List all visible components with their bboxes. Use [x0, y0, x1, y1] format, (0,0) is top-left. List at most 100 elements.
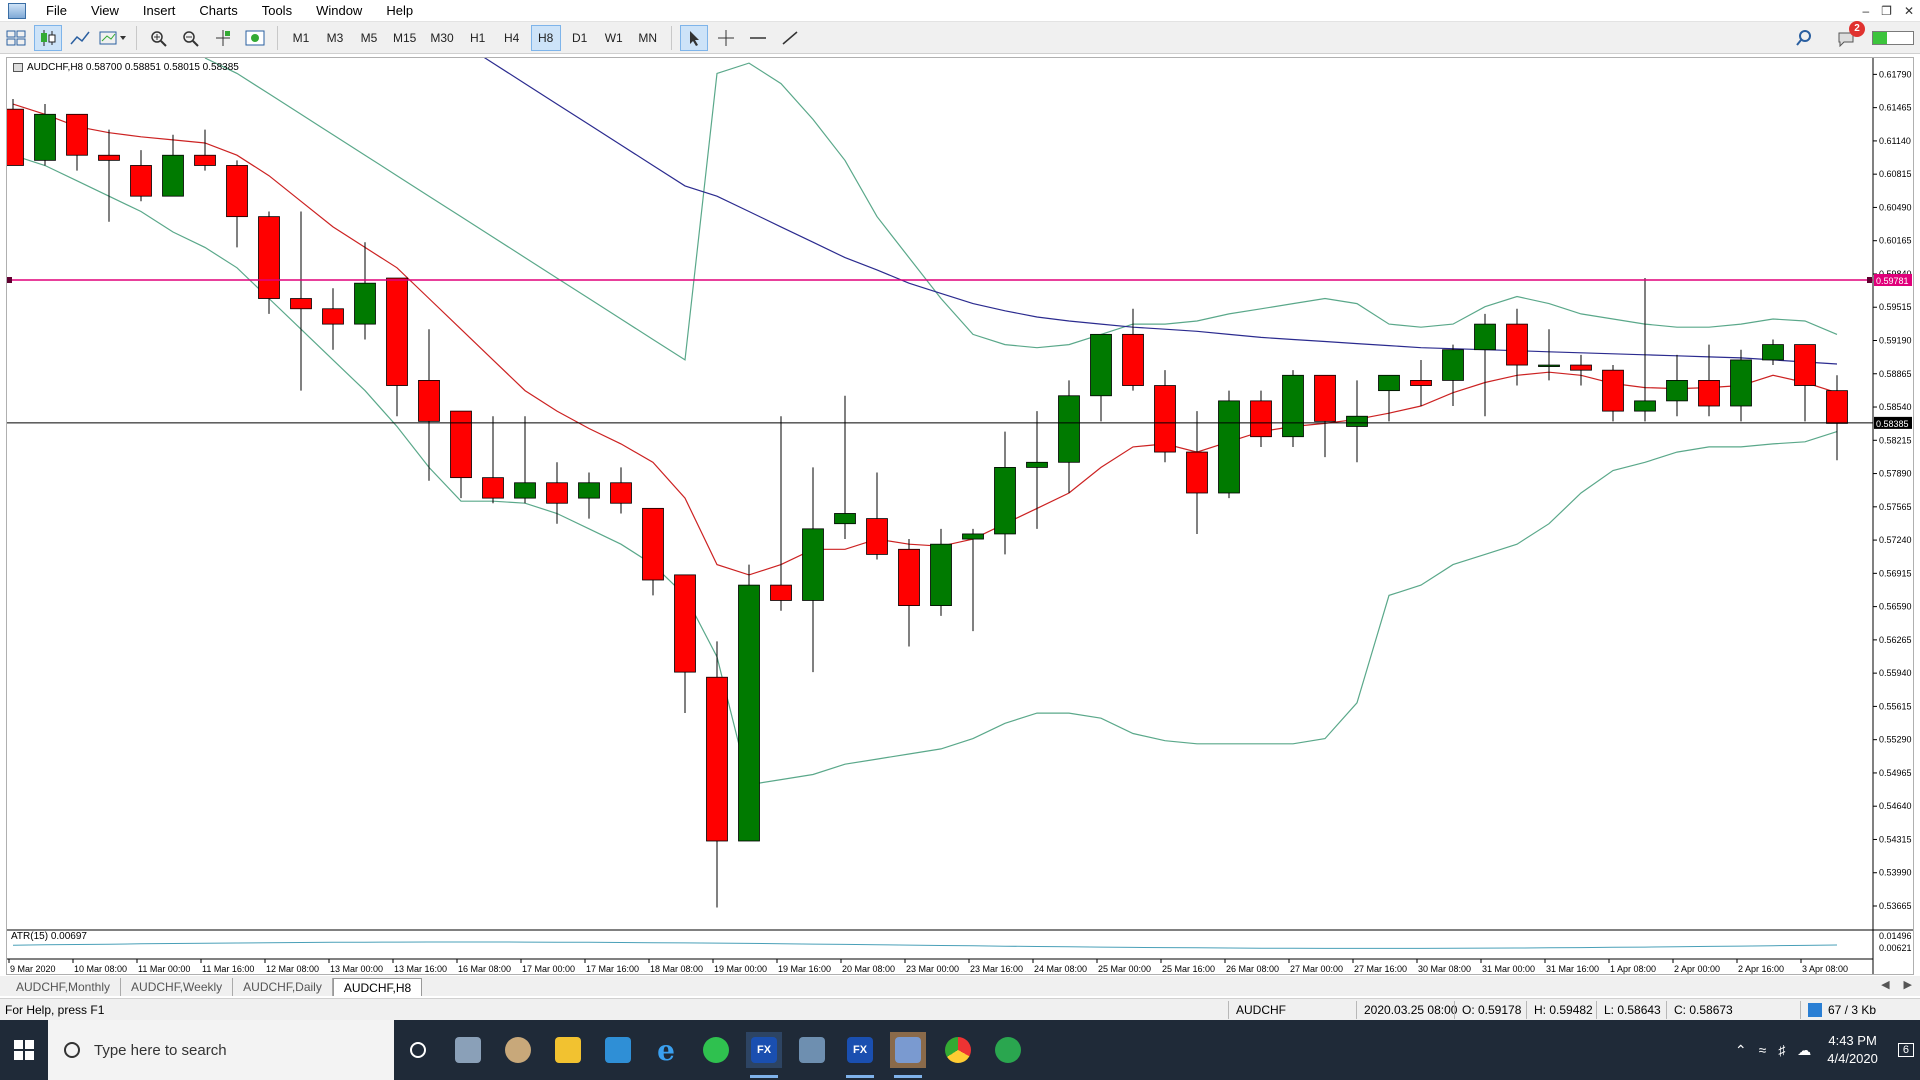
menu-help[interactable]: Help	[386, 2, 414, 18]
system-tray: ⌃ ≈ ♯ ☁ 4:43 PM 4/4/2020 6	[1729, 1020, 1920, 1080]
search-icon[interactable]	[1790, 25, 1818, 51]
atr-tick-label: 0.00621	[1879, 943, 1912, 953]
bullish-candle	[802, 528, 824, 601]
timeframe-m15[interactable]: M15	[393, 30, 417, 45]
tile-windows-icon[interactable]	[209, 25, 237, 51]
timeframe-d1[interactable]: D1	[572, 30, 588, 45]
close-icon[interactable]: ✕	[1903, 4, 1914, 18]
timeframe-m30[interactable]: M30	[430, 30, 454, 45]
timeframe-h4[interactable]: H4	[504, 30, 520, 45]
horizontal-line-icon[interactable]	[744, 25, 772, 51]
bearish-candle	[1154, 385, 1176, 453]
time-tick-label: 25 Mar 16:00	[1162, 964, 1215, 974]
status-separator	[1454, 1001, 1455, 1019]
tab-audchf-h8[interactable]: AUDCHF,H8	[332, 978, 423, 996]
minimize-icon[interactable]: –	[1862, 4, 1870, 18]
timeframe-w1[interactable]: W1	[604, 30, 623, 45]
start-button[interactable]	[0, 1020, 48, 1080]
cursor-icon[interactable]	[679, 24, 708, 51]
bearish-candle	[194, 154, 216, 166]
bullish-candle	[578, 482, 600, 499]
action-center-icon[interactable]: 6	[1897, 1043, 1914, 1057]
bullish-candle	[738, 584, 760, 842]
trendline-icon[interactable]	[776, 25, 804, 51]
menu-view[interactable]: View	[90, 2, 119, 18]
timeframe-h1[interactable]: H1	[470, 30, 486, 45]
menu-insert[interactable]: Insert	[142, 2, 176, 18]
slow-moving-average-line	[483, 58, 1838, 365]
app-icon-calculator[interactable]	[794, 1032, 830, 1068]
bearish-candle	[1250, 400, 1272, 438]
price-tick-label: 0.56265	[1879, 635, 1912, 645]
templates-icon[interactable]	[98, 25, 128, 51]
chrome-icon[interactable]	[940, 1032, 976, 1068]
chevron-up-icon[interactable]: ⌃	[1734, 1041, 1747, 1058]
atr-indicator-line	[12, 941, 1838, 949]
crosshair-icon[interactable]	[712, 25, 740, 51]
toolbar-separator	[670, 25, 672, 50]
status-symbol: AUDCHF	[1236, 1003, 1286, 1017]
price-tick-label: 0.60815	[1879, 169, 1912, 179]
price-chart[interactable]: 0.61790 0.61465 0.61140 0.60815 0.60490 0.601…	[7, 58, 1913, 974]
price-tick-label: 0.53990	[1879, 868, 1912, 878]
file-explorer-icon[interactable]	[550, 1032, 586, 1068]
menu-file[interactable]: File	[46, 2, 67, 18]
chart-window[interactable]: 0.61790 0.61465 0.61140 0.60815 0.60490 0.601…	[6, 57, 1914, 975]
bearish-candle	[898, 548, 920, 606]
bullish-candle	[1730, 359, 1752, 407]
time-tick-label: 1 Apr 08:00	[1610, 964, 1656, 974]
candlestick-chart-icon[interactable]	[34, 24, 62, 51]
profiles-icon[interactable]	[2, 25, 30, 51]
fxchoice-terminal-icon[interactable]: FX	[746, 1032, 782, 1078]
time-tick-label: 30 Mar 08:00	[1418, 964, 1471, 974]
status-separator	[1356, 1001, 1357, 1019]
timeframe-h8[interactable]: H8	[530, 24, 561, 51]
notifications-icon[interactable]: 2	[1832, 21, 1865, 51]
time-tick-label: 20 Mar 08:00	[842, 964, 895, 974]
app-icon-paint[interactable]	[500, 1032, 536, 1068]
line-chart-icon[interactable]	[66, 25, 94, 51]
cortana-icon[interactable]	[400, 1032, 436, 1068]
price-tick-label: 0.54315	[1879, 834, 1912, 844]
time-tick-label: 2 Apr 16:00	[1738, 964, 1784, 974]
timeframe-m5[interactable]: M5	[360, 30, 378, 45]
timeframe-mn[interactable]: MN	[638, 30, 658, 45]
taskbar-clock[interactable]: 4:43 PM 4/4/2020	[1827, 1032, 1878, 1068]
menu-tools[interactable]: Tools	[261, 2, 293, 18]
connection-signal-icon	[1872, 31, 1914, 45]
chart-properties-icon[interactable]	[241, 25, 269, 51]
price-tick-label: 0.59190	[1879, 335, 1912, 345]
bearish-candle	[258, 216, 280, 299]
timeframe-m3[interactable]: M3	[326, 30, 344, 45]
scroll-left-icon[interactable]: ◀	[1881, 979, 1890, 991]
tab-audchf-weekly[interactable]: AUDCHF,Weekly	[121, 978, 234, 996]
app-icon-metatrader[interactable]	[890, 1032, 926, 1078]
zoom-in-icon[interactable]	[145, 25, 173, 51]
status-separator	[1596, 1001, 1597, 1019]
scroll-right-icon[interactable]: ▶	[1903, 979, 1912, 991]
price-tick-label: 0.57240	[1879, 535, 1912, 545]
fxchoice-terminal-2-icon[interactable]: FX	[842, 1032, 878, 1078]
timeframe-m1[interactable]: M1	[292, 30, 310, 45]
toolbar: M1 M3 M5 M15 M30 H1 H4 H8 D1 W1 MN	[0, 21, 1920, 54]
menu-window[interactable]: Window	[316, 2, 363, 18]
app-icon-photos[interactable]	[450, 1032, 486, 1068]
volume-icon[interactable]: ♯	[1778, 1042, 1786, 1058]
menu-charts[interactable]: Charts	[199, 2, 238, 18]
hangouts-icon[interactable]	[990, 1032, 1026, 1068]
edge-icon[interactable]: e	[657, 1033, 675, 1067]
app-icon-remote-desktop[interactable]	[600, 1032, 636, 1068]
tab-audchf-monthly[interactable]: AUDCHF,Monthly	[6, 978, 122, 996]
time-tick-label: 12 Mar 08:00	[266, 964, 319, 974]
wifi-icon[interactable]: ≈	[1758, 1042, 1767, 1058]
time-tick-label: 23 Mar 00:00	[906, 964, 959, 974]
onedrive-icon[interactable]: ☁	[1797, 1041, 1812, 1058]
tab-scroll: ◀ ▶	[1881, 978, 1912, 991]
whatsapp-icon[interactable]	[698, 1032, 734, 1068]
status-separator	[1526, 1001, 1527, 1019]
taskbar-search[interactable]: Type here to search	[48, 1020, 394, 1080]
price-tick-label: 0.60490	[1879, 202, 1912, 212]
tab-audchf-daily[interactable]: AUDCHF,Daily	[233, 978, 333, 996]
restore-icon[interactable]: ❐	[1881, 4, 1892, 18]
zoom-out-icon[interactable]	[177, 25, 205, 51]
